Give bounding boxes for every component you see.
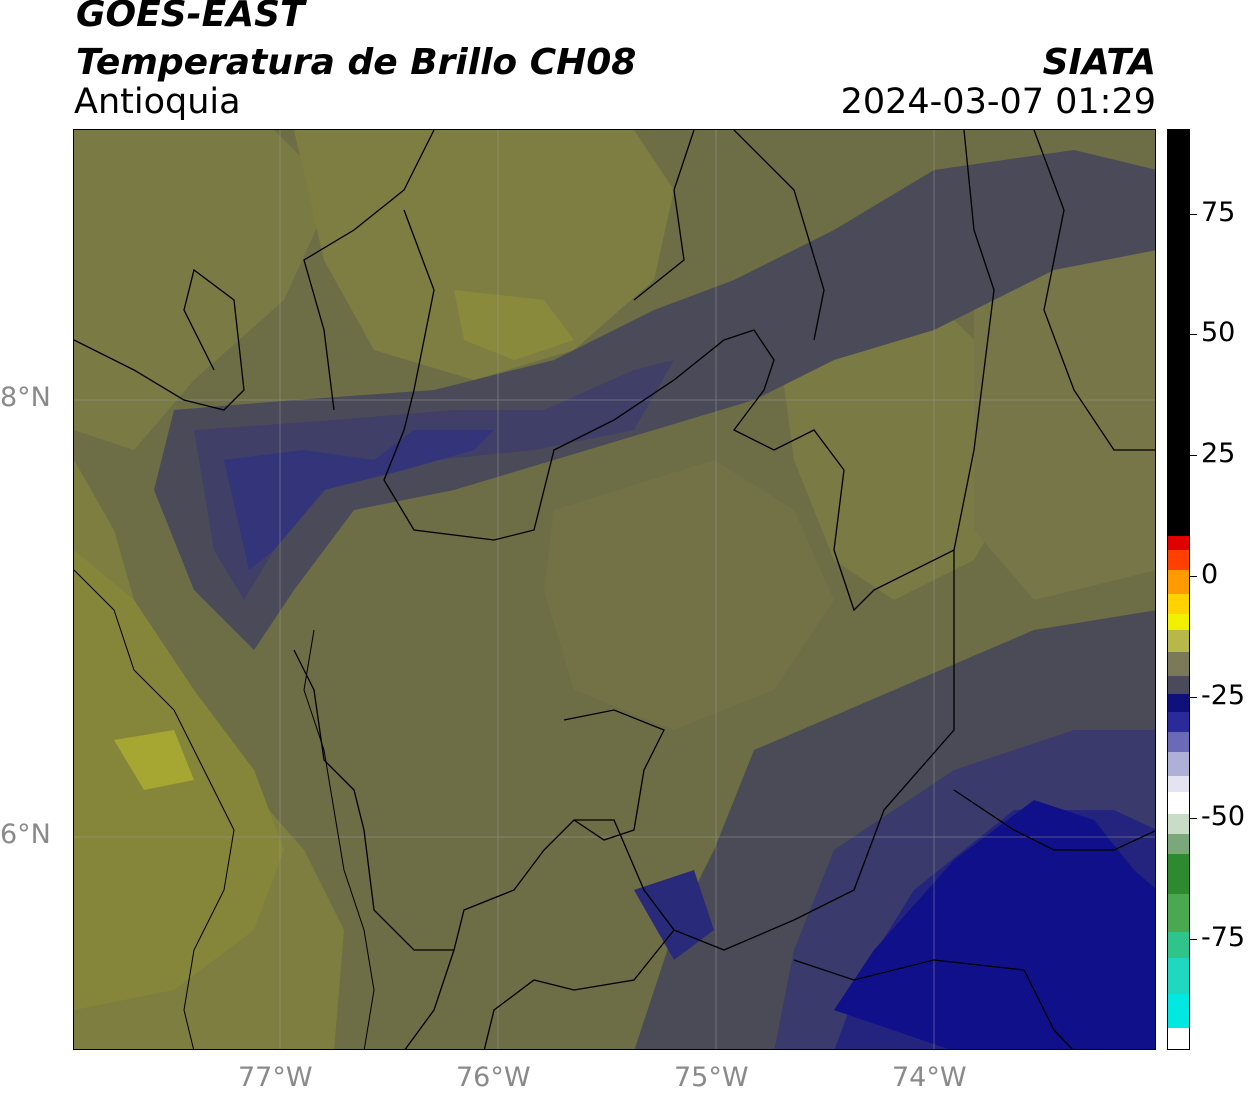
brightness-temperature-map [73, 129, 1156, 1050]
colorbar-tick-minus-25 [1190, 697, 1197, 698]
lat-tick-6n: 6°N [0, 819, 51, 850]
organization-label: SIATA [1042, 42, 1156, 83]
colorbar-label-0: 0 [1201, 559, 1219, 590]
field-olive-east [774, 300, 1014, 600]
river-atrato [303, 629, 375, 1049]
field-olive-gulf [294, 130, 674, 380]
border-caldas [483, 929, 675, 1049]
colorbar-label-minus-50: -50 [1201, 801, 1246, 832]
coastline-gulf-east [303, 130, 435, 411]
lon-tick-74w: 74°W [892, 1062, 967, 1093]
field-olive-north-west [74, 130, 334, 450]
field-navy-southeast [834, 800, 1155, 1049]
colorbar-tick-75 [1190, 214, 1197, 215]
border-south [793, 959, 1073, 1049]
border-bolivar [733, 130, 825, 341]
lon-tick-75w: 75°W [674, 1062, 749, 1093]
lat-tick-8n: 8°N [0, 382, 51, 413]
field-bright-olive-patch [114, 730, 194, 790]
colorbar [1167, 129, 1190, 1050]
satellite-title: GOES-EAST [76, 0, 305, 35]
border-east [1033, 130, 1155, 451]
map-canvas [74, 130, 1155, 1049]
colorbar-gradient [1168, 130, 1189, 1049]
region-title: Antioquia [74, 82, 241, 122]
colorbar-label-75: 75 [1201, 197, 1236, 228]
colorbar-tick-0 [1190, 576, 1197, 577]
rivers [74, 569, 375, 1049]
border-cordoba-bolivar [633, 130, 695, 301]
border-choco-south [404, 949, 455, 1049]
colorbar-tick-minus-50 [1190, 818, 1197, 819]
colorbar-tick-50 [1190, 334, 1197, 335]
datetime-label: 2024-03-07 01:29 [840, 82, 1156, 122]
colorbar-tick-25 [1190, 455, 1197, 456]
gridlines [74, 130, 1155, 1049]
field-slate-cold-band [194, 360, 674, 600]
colorbar-label-minus-75: -75 [1201, 922, 1246, 953]
lon-tick-76w: 76°W [456, 1062, 531, 1093]
border-santander [953, 130, 995, 551]
colorbar-label-25: 25 [1201, 438, 1236, 469]
colorbar-label-minus-25: -25 [1201, 680, 1246, 711]
coastline-gulf-west [74, 268, 245, 411]
field-olive-gulf-warm [454, 290, 574, 360]
border-cundinamarca [953, 789, 1155, 851]
field-olive-central [544, 460, 834, 730]
lon-tick-77w: 77°W [238, 1062, 313, 1093]
border-medellin-area [563, 709, 665, 841]
colorbar-label-50: 50 [1201, 317, 1236, 348]
field-blue-cold-core [224, 430, 494, 570]
product-title: Temperatura de Brillo CH08 [76, 42, 637, 83]
river-atrato-coast [74, 569, 235, 1049]
colorbar-tick-minus-75 [1190, 939, 1197, 940]
administrative-borders [74, 130, 1155, 1049]
